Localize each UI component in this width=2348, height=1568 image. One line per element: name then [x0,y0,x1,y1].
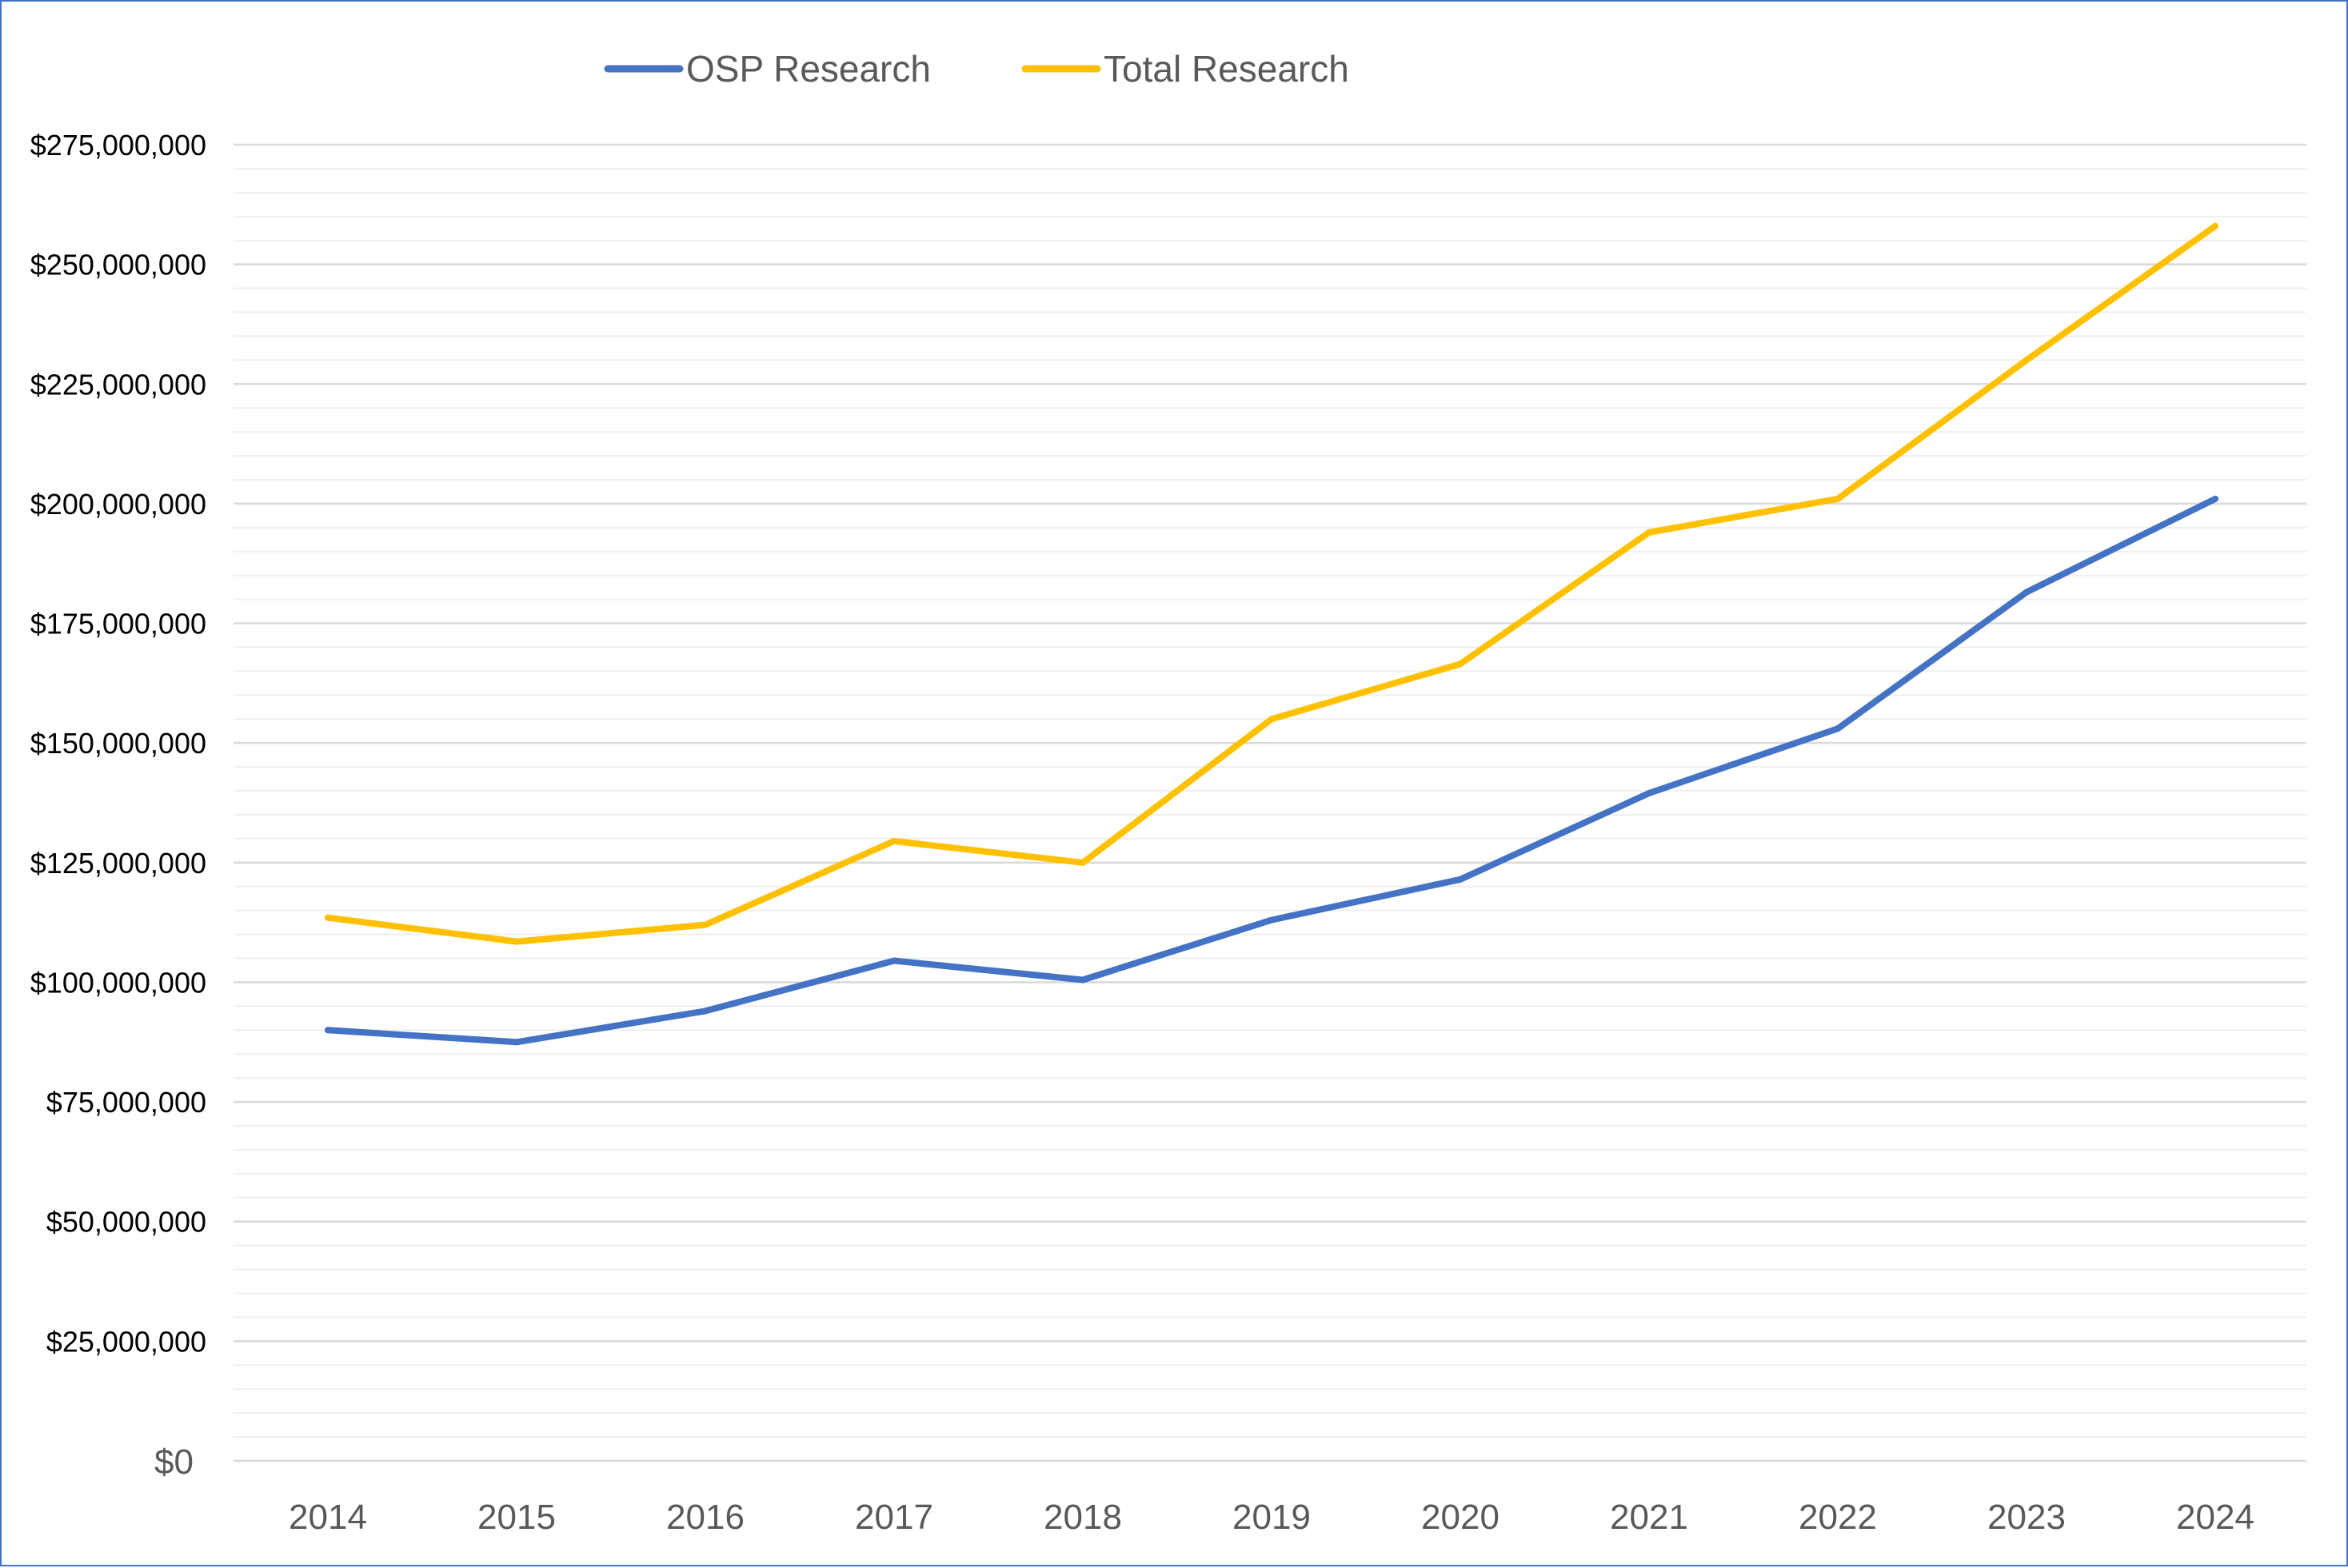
y-axis-tick-labels: $0 $25,000,000 $50,000,000 $75,000,000 $100,… [30,129,206,1482]
data-point [2212,222,2218,229]
x-axis-tick-labels: 2014 2015 2016 2017 2018 2019 2020 2021 2022 2023… [289,1498,2254,1537]
x-tick-label: 2014 [289,1498,367,1537]
data-point [325,1027,331,1034]
data-point [2023,357,2030,364]
data-point [891,957,897,964]
legend: OSP Research Total Research [604,48,1349,90]
legend-label: Total Research [1104,48,1349,90]
x-tick-label: 2016 [666,1498,745,1537]
data-point [2023,588,2030,596]
x-tick-label: 2019 [1232,1498,1311,1537]
major-gridlines [234,143,2306,1462]
x-tick-label: 2017 [855,1498,933,1537]
data-point [1080,859,1086,866]
x-tick-label: 2020 [1421,1498,1499,1537]
y-tick-label: $100,000,000 [30,966,206,999]
y-tick-label: $175,000,000 [30,608,206,640]
minor-gridlines [234,167,2306,1438]
data-point [1080,976,1086,983]
x-tick-label: 2022 [1799,1498,1877,1537]
y-tick-label: $25,000,000 [46,1325,206,1358]
x-tick-label: 2018 [1044,1498,1122,1537]
y-tick-label: $50,000,000 [46,1206,206,1239]
series-line-total-research [325,222,2218,945]
data-point [702,1007,709,1015]
y-tick-label: $150,000,000 [30,727,206,760]
data-point [1457,660,1464,668]
legend-label: OSP Research [686,48,931,90]
series-lines [325,222,2218,1046]
data-point [1268,716,1275,723]
y-tick-label: $200,000,000 [30,488,206,521]
data-point [1646,529,1652,536]
y-tick-label: $250,000,000 [30,249,206,281]
data-point [513,938,520,945]
y-tick-label: $0 [154,1442,194,1482]
y-tick-label: $125,000,000 [30,847,206,880]
data-point [2212,495,2218,502]
y-tick-label: $75,000,000 [46,1086,206,1119]
y-tick-label: $275,000,000 [30,129,206,162]
data-point [325,914,331,921]
x-tick-label: 2015 [477,1498,556,1537]
x-tick-label: 2024 [2176,1498,2254,1537]
data-point [1835,725,1841,732]
series-line-osp-research [325,495,2218,1046]
data-point [702,921,709,928]
x-tick-label: 2023 [1987,1498,2066,1537]
data-point [1835,495,1841,502]
x-tick-label: 2021 [1610,1498,1688,1537]
data-point [891,837,897,844]
data-point [1268,916,1275,924]
data-point [1457,876,1464,883]
data-point [1646,790,1652,797]
y-tick-label: $225,000,000 [30,368,206,401]
data-point [513,1039,520,1046]
